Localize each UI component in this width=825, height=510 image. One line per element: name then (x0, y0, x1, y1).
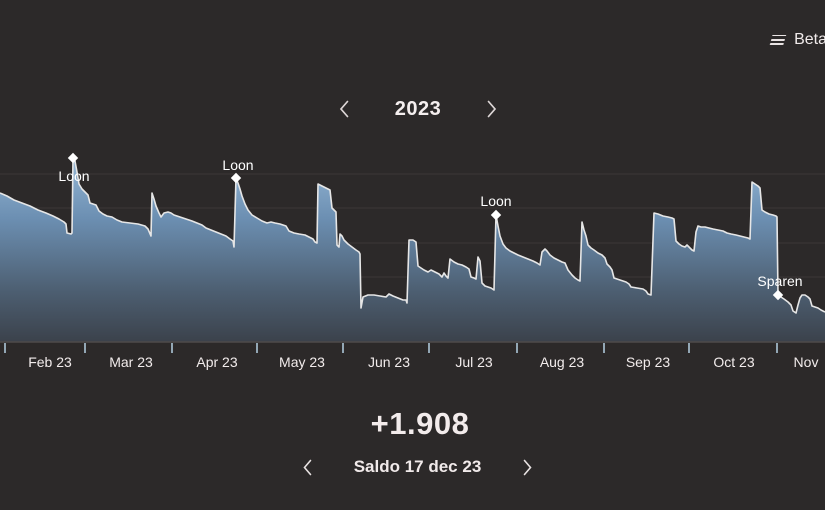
event-label: Loon (480, 193, 511, 209)
menu-button[interactable]: Beta (768, 28, 825, 52)
month-label: Sep 23 (626, 354, 671, 370)
prev-day-button[interactable] (298, 454, 317, 481)
chevron-left-icon (303, 459, 312, 475)
chevron-right-icon (487, 100, 497, 118)
balance-area-chart[interactable]: Feb 23 Mar 23 Apr 23 May 23 Jun 23 Jul 23 Aug … (0, 0, 825, 380)
month-label: Nov (794, 354, 819, 370)
chevron-left-icon (339, 100, 349, 118)
month-label: Aug 23 (540, 354, 585, 370)
event-marker-diamond (67, 152, 79, 164)
month-label: May 23 (279, 354, 325, 370)
event-marker-diamond (772, 289, 784, 301)
chevron-right-icon (523, 459, 532, 475)
menu-label: Beta (794, 31, 825, 48)
month-label: Jul 23 (455, 354, 493, 370)
month-label: Mar 23 (109, 354, 153, 370)
area-line (0, 157, 825, 314)
next-day-button[interactable] (518, 454, 537, 481)
month-label: Oct 23 (713, 354, 754, 370)
area-fill (0, 158, 825, 342)
next-year-button[interactable] (482, 95, 502, 123)
event-label: Loon (58, 168, 89, 184)
month-label: Feb 23 (28, 354, 72, 370)
period-label: Saldo 17 dec 23 (353, 457, 482, 476)
year-label: 2023 (394, 97, 442, 120)
event-marker-diamond (230, 172, 242, 184)
month-label: Jun 23 (368, 354, 410, 370)
period-navigator: Saldo 17 dec 23 (298, 453, 537, 481)
event-label: Sparen (757, 273, 802, 289)
balance-amount: +1.908 (370, 406, 470, 441)
month-label: Apr 23 (196, 354, 237, 370)
event-marker-diamond (490, 209, 502, 221)
sort-lines-icon (768, 30, 788, 49)
year-navigator: 2023 (334, 93, 502, 125)
event-label: Loon (222, 157, 253, 173)
prev-year-button[interactable] (334, 95, 354, 123)
